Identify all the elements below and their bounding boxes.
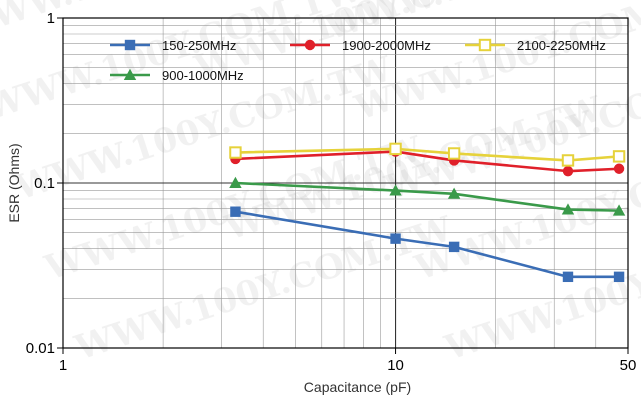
grid: [63, 18, 628, 348]
x-tick-label: 10: [387, 357, 404, 374]
legend-swatch-marker: [124, 39, 136, 51]
data-point: [389, 184, 402, 196]
data-point: [229, 176, 242, 188]
legend-label: 2100-2250MHz: [517, 38, 606, 53]
axis-ticks: 1 10 50 0.01 0.1 1: [26, 10, 637, 374]
data-point: [562, 271, 574, 283]
legend-label: 900-1000MHz: [162, 68, 244, 83]
y-tick-label: 0.1: [34, 175, 55, 192]
y-tick-label: 0.01: [26, 340, 55, 357]
series-2100-2250MHz: [229, 142, 626, 167]
x-tick-label: 50: [620, 357, 637, 374]
series-900-1000MHz: [229, 176, 626, 216]
series-150-250MHz: [230, 206, 625, 283]
series-layer: [229, 142, 626, 283]
data-point: [447, 147, 461, 160]
data-point: [612, 204, 626, 216]
legend-label: 1900-2000MHz: [342, 38, 431, 53]
legend-item: 2100-2250MHz: [465, 38, 606, 53]
data-point: [612, 150, 626, 163]
x-tick-label: 1: [59, 357, 67, 374]
legend-item: 1900-2000MHz: [290, 38, 431, 53]
data-point: [613, 271, 625, 283]
legend-swatch-marker: [304, 39, 316, 51]
data-point: [390, 233, 401, 244]
data-point: [229, 146, 242, 159]
legend-swatch-marker: [478, 38, 492, 52]
watermark-layer: WWW.100Y.COM.TWWWW.100Y.COM.TWWWW.100Y.C…: [0, 0, 641, 369]
data-point: [562, 165, 574, 177]
y-tick-label: 1: [47, 10, 55, 27]
data-point: [561, 154, 575, 167]
data-point: [613, 163, 625, 174]
x-axis-title: Capacitance (pF): [304, 379, 411, 395]
y-axis-title: ESR (Ohms): [6, 143, 22, 222]
data-point: [389, 142, 402, 156]
data-point: [448, 241, 460, 253]
legend-item: 150-250MHz: [110, 38, 236, 53]
legend-swatch-marker: [123, 68, 137, 80]
data-point: [447, 187, 461, 199]
legend-item: 900-1000MHz: [110, 68, 244, 83]
legend-label: 150-250MHz: [162, 38, 236, 53]
data-point: [230, 206, 241, 217]
data-point: [561, 203, 575, 215]
legend: 150-250MHz 1900-2000MHz 2100-2250MHz 900-10…: [110, 38, 606, 83]
